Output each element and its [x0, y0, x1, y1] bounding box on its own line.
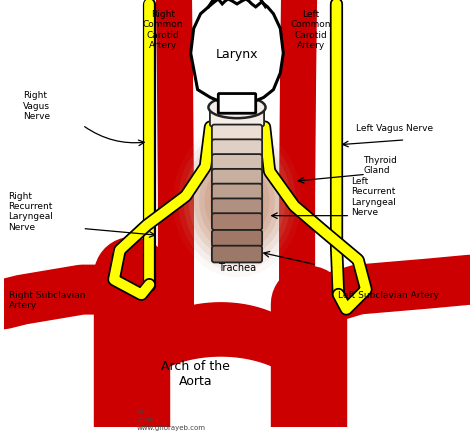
Text: Right
Vagus
Nerve: Right Vagus Nerve: [23, 91, 50, 121]
FancyBboxPatch shape: [212, 155, 262, 171]
Text: BYG
2000
www.ghorayeb.com: BYG 2000 www.ghorayeb.com: [137, 408, 206, 430]
FancyBboxPatch shape: [212, 184, 262, 201]
Text: Right
Common
Carotid
Artery: Right Common Carotid Artery: [143, 10, 183, 50]
Ellipse shape: [210, 169, 264, 234]
Polygon shape: [191, 0, 283, 106]
FancyBboxPatch shape: [219, 94, 255, 114]
Ellipse shape: [189, 144, 285, 259]
Ellipse shape: [178, 132, 296, 271]
Text: Arch of the
Aorta: Arch of the Aorta: [161, 359, 230, 387]
FancyBboxPatch shape: [212, 199, 262, 216]
FancyBboxPatch shape: [210, 108, 264, 127]
Text: Right
Recurrent
Laryngeal
Nerve: Right Recurrent Laryngeal Nerve: [9, 191, 54, 231]
FancyBboxPatch shape: [212, 125, 262, 142]
Ellipse shape: [194, 150, 280, 253]
FancyBboxPatch shape: [212, 140, 262, 157]
Text: Right Subclavian
Artery: Right Subclavian Artery: [9, 290, 85, 309]
Ellipse shape: [209, 97, 265, 119]
Text: Left Vagus Nerve: Left Vagus Nerve: [356, 123, 433, 132]
Ellipse shape: [173, 125, 301, 278]
FancyBboxPatch shape: [212, 214, 262, 230]
FancyBboxPatch shape: [212, 230, 262, 247]
Text: Thyroid
Gland: Thyroid Gland: [363, 155, 397, 175]
Text: Left Subclavian Artery: Left Subclavian Artery: [338, 290, 439, 299]
Ellipse shape: [225, 187, 249, 215]
Ellipse shape: [204, 163, 270, 240]
Ellipse shape: [183, 138, 291, 265]
Text: Left
Common
Carotid
Artery: Left Common Carotid Artery: [291, 10, 331, 50]
Ellipse shape: [220, 181, 254, 221]
Text: Larynx: Larynx: [216, 48, 258, 60]
FancyBboxPatch shape: [212, 170, 262, 186]
Text: Trachea: Trachea: [218, 262, 256, 272]
Text: Left
Recurrent
Laryngeal
Nerve: Left Recurrent Laryngeal Nerve: [351, 177, 396, 217]
FancyBboxPatch shape: [212, 246, 262, 263]
Ellipse shape: [215, 175, 259, 228]
Ellipse shape: [199, 156, 275, 247]
Ellipse shape: [230, 194, 244, 209]
